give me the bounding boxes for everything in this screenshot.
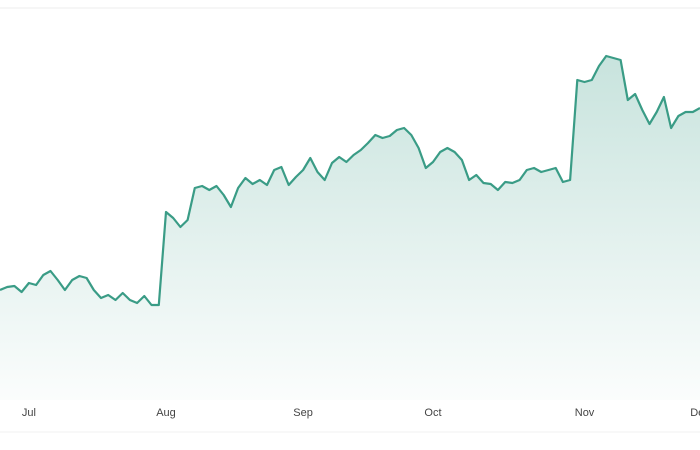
area-line	[0, 54, 700, 307]
x-tick-label: Aug	[156, 407, 176, 419]
x-tick-label: Jul	[22, 407, 36, 419]
x-tick-label: Dec	[690, 407, 700, 419]
area-fill	[0, 56, 700, 400]
x-tick-label: Sep	[293, 407, 313, 419]
x-tick-label: Oct	[424, 407, 441, 419]
x-tick-label: Nov	[575, 407, 595, 419]
